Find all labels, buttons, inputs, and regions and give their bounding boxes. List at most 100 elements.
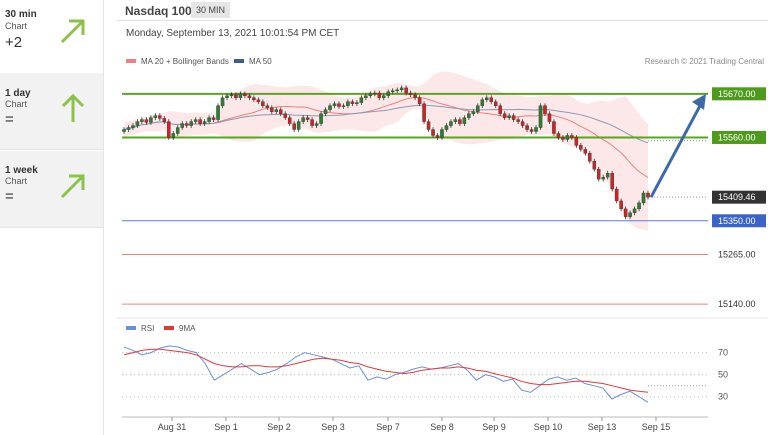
candle — [175, 125, 180, 136]
candle — [637, 200, 641, 212]
candle-body — [417, 97, 422, 104]
x-tick-label: Sep 3 — [321, 422, 345, 432]
candle — [605, 170, 610, 180]
legend-swatch-rsi — [126, 326, 136, 330]
candle — [449, 119, 453, 128]
candle — [373, 90, 377, 97]
sidebar-item-1day[interactable]: 1 day Chart = — [0, 73, 103, 150]
interval-badge[interactable]: 30 MIN — [191, 2, 231, 18]
candle-body — [440, 129, 444, 138]
candle-body — [552, 121, 556, 134]
candle — [574, 135, 579, 148]
candle-body — [216, 105, 220, 120]
level-label-box — [712, 214, 766, 228]
candle-body — [489, 97, 493, 102]
candle-body — [323, 109, 328, 114]
x-tick-label: Aug 31 — [158, 422, 187, 432]
candle-body — [207, 117, 211, 122]
candle — [422, 101, 426, 124]
arrow-up-icon — [61, 93, 85, 122]
candle — [256, 97, 261, 105]
candle — [431, 127, 435, 138]
x-tick-label: Sep 15 — [642, 422, 671, 432]
candle-body — [453, 119, 458, 122]
candle-body — [386, 91, 390, 96]
candle — [216, 103, 220, 122]
candle — [596, 166, 601, 182]
candle — [238, 91, 243, 101]
candle — [225, 93, 229, 101]
candle — [171, 131, 176, 140]
candle — [180, 121, 184, 130]
candle — [417, 95, 422, 107]
candle-body — [341, 105, 346, 107]
candle-body — [547, 113, 552, 122]
candle-body — [538, 105, 543, 128]
arrow-up-right-icon — [60, 19, 85, 44]
candle — [305, 115, 310, 122]
candle — [382, 93, 386, 101]
credit-text: Research © 2021 Trading Central — [645, 57, 765, 66]
candle-body — [287, 117, 292, 124]
candle-body — [610, 173, 614, 190]
candle-body — [570, 135, 574, 138]
candle-body — [431, 129, 435, 136]
candle — [229, 92, 234, 99]
candle-body — [493, 101, 498, 106]
candle — [565, 133, 570, 142]
candle-body — [234, 94, 238, 98]
candle-body — [301, 117, 305, 122]
main-plot: 15670.00 15560.00 15409.46 15350.00 15265.00… — [122, 71, 766, 309]
candle-body — [588, 153, 592, 162]
sidebar-item-1week[interactable]: 1 week Chart = — [0, 151, 103, 228]
candle-body — [480, 99, 485, 106]
candle-body — [449, 121, 453, 126]
price-chart[interactable]: MA 20 + Bollinger Bands MA 50 Research ©… — [116, 0, 768, 435]
x-tick-label: Sep 2 — [267, 422, 291, 432]
sidebar-item-30min[interactable]: 30 min Chart +2 — [0, 0, 103, 77]
candle-body — [310, 119, 314, 126]
candle-body — [601, 176, 605, 180]
candle — [153, 113, 158, 121]
candle — [207, 115, 211, 124]
candle — [556, 131, 561, 140]
level-label: 15265.00 — [718, 249, 756, 259]
candle-body — [413, 94, 417, 98]
rsi-series-RSI — [123, 345, 649, 403]
candle — [287, 115, 292, 126]
candle — [619, 198, 623, 212]
candle-body — [408, 92, 413, 95]
candle — [547, 111, 552, 124]
candle — [476, 103, 480, 115]
candle-body — [520, 121, 525, 126]
level-label-box — [712, 190, 766, 204]
candle-body — [628, 212, 632, 217]
candle-body — [462, 117, 467, 124]
sidebar-item-period: 1 week — [5, 165, 38, 176]
candle — [337, 101, 341, 109]
candle — [220, 95, 225, 109]
candle-body — [189, 121, 193, 126]
candle — [498, 103, 502, 117]
candle — [252, 95, 256, 103]
candle — [458, 117, 462, 126]
candle — [529, 127, 534, 134]
candle — [592, 158, 597, 172]
instrument-title: Nasdaq 100 — [125, 4, 192, 18]
candle-body — [243, 93, 247, 96]
candle-body — [211, 117, 216, 120]
candle-body — [296, 121, 301, 130]
level-label-box — [712, 87, 766, 101]
candle — [341, 103, 346, 109]
candle — [404, 85, 408, 96]
candle — [350, 99, 355, 107]
candle-body — [444, 125, 449, 130]
candle — [471, 109, 476, 117]
candle — [261, 99, 265, 109]
legend-swatch-ma50 — [234, 59, 244, 63]
sidebar-item-period: 1 day — [5, 88, 31, 99]
candle — [485, 95, 489, 103]
candle-body — [498, 105, 502, 114]
candle-body — [319, 113, 323, 124]
candle-body — [382, 95, 386, 98]
